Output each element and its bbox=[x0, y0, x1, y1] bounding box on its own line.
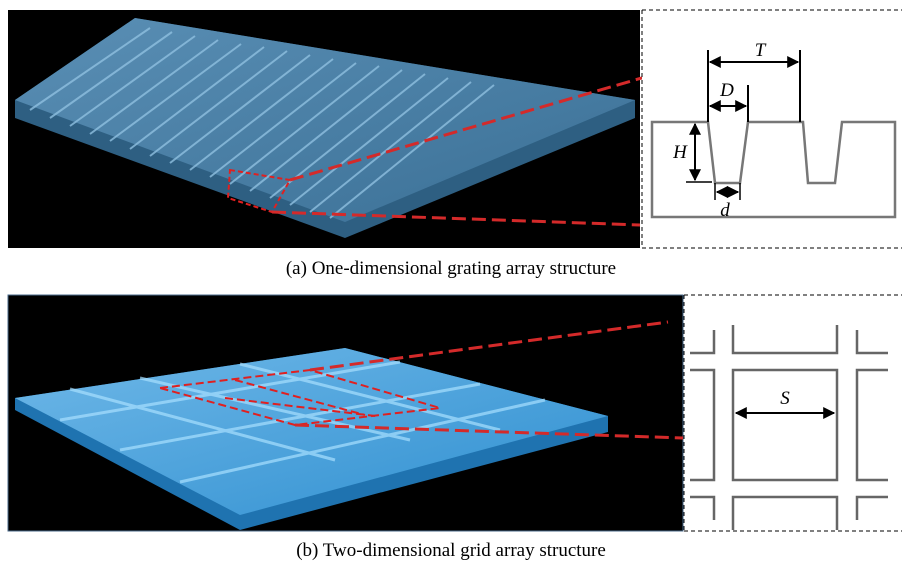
caption-b: (b) Two-dimensional grid array structure bbox=[296, 540, 606, 561]
label-d-top: D bbox=[719, 80, 734, 101]
grid-render bbox=[8, 295, 683, 531]
label-s: S bbox=[780, 388, 790, 409]
label-d-bottom: d bbox=[720, 200, 730, 221]
figure: T D H d (a) One-dimensional grating arra… bbox=[0, 0, 902, 569]
grid-section: S bbox=[684, 295, 902, 531]
grating-section: T D H d bbox=[642, 10, 902, 248]
caption-a: (a) One-dimensional grating array struct… bbox=[286, 258, 616, 279]
label-t: T bbox=[755, 40, 767, 61]
grating-render bbox=[8, 10, 652, 248]
label-h: H bbox=[672, 142, 688, 163]
